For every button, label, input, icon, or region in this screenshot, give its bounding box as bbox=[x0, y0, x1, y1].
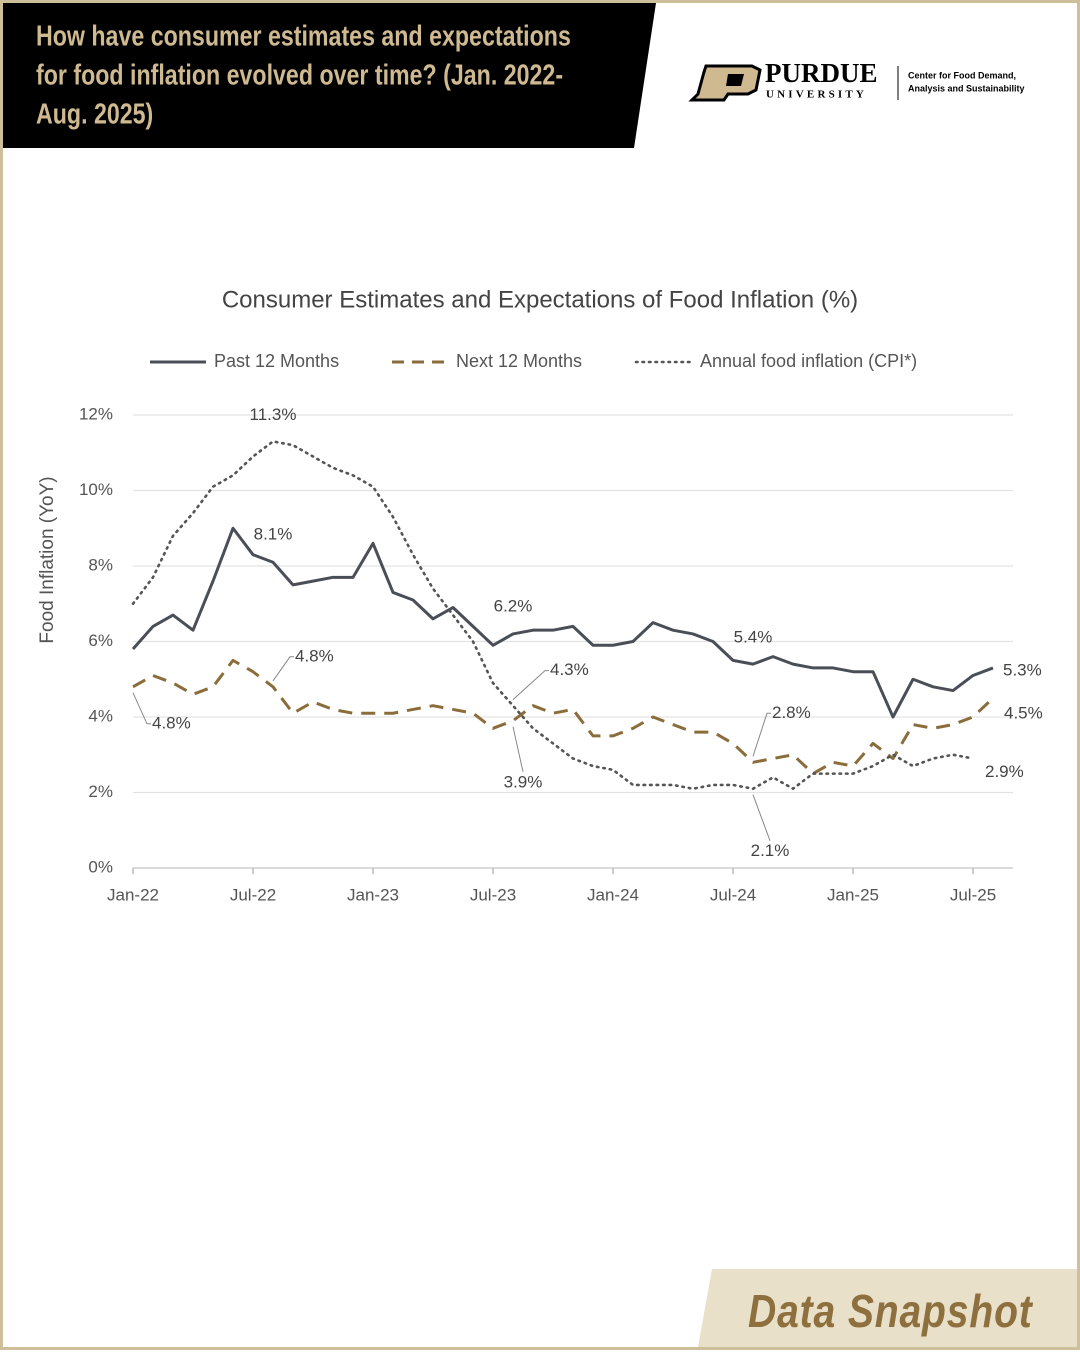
x-tick-label: Jul-25 bbox=[950, 885, 996, 904]
y-tick-label: 8% bbox=[88, 555, 113, 574]
x-tick-label: Jan-22 bbox=[107, 885, 159, 904]
data-label: 4.3% bbox=[550, 660, 589, 679]
data-label: 2.9% bbox=[985, 762, 1024, 781]
label-leader bbox=[752, 794, 771, 841]
label-leader bbox=[512, 726, 524, 772]
label-leader bbox=[272, 656, 294, 682]
x-tick-label: Jan-24 bbox=[587, 885, 639, 904]
logo-name: PURDUE bbox=[765, 58, 878, 88]
header-band bbox=[3, 3, 656, 148]
data-label: 4.8% bbox=[295, 646, 334, 665]
logo-center: Analysis and Sustainability bbox=[908, 83, 1025, 93]
footer-tag-group: Data Snapshot bbox=[748, 1286, 1033, 1338]
legend-label: Next 12 Months bbox=[456, 351, 582, 371]
data-label: 5.3% bbox=[1003, 660, 1042, 679]
data-label: 4.5% bbox=[1004, 704, 1043, 723]
footer-tab bbox=[698, 1269, 1077, 1347]
data-label: 6.2% bbox=[494, 596, 533, 615]
x-tick-label: Jul-24 bbox=[710, 885, 756, 904]
label-leader bbox=[752, 712, 771, 757]
y-tick-label: 4% bbox=[88, 706, 113, 725]
logo: PURDUE UNIVERSITY Center for Food Demand… bbox=[688, 58, 1025, 102]
header-title: How have consumer estimates and expectat… bbox=[36, 19, 571, 130]
x-tick-label: Jul-22 bbox=[230, 885, 276, 904]
y-tick-label: 10% bbox=[79, 480, 113, 499]
data-label: 8.1% bbox=[254, 525, 293, 544]
legend-label: Annual food inflation (CPI*) bbox=[700, 351, 917, 371]
logo-sub: UNIVERSITY bbox=[766, 89, 867, 101]
footer-tag: Data Snapshot bbox=[748, 1286, 1033, 1338]
title-line: for food inflation evolved over time? (J… bbox=[36, 58, 563, 91]
label-leader bbox=[512, 670, 549, 701]
x-tick-label: Jan-25 bbox=[827, 885, 879, 904]
data-label: 5.4% bbox=[734, 628, 773, 647]
title-line: Aug. 2025) bbox=[36, 97, 153, 130]
data-label: 3.9% bbox=[504, 772, 543, 791]
logo-mark-hole bbox=[726, 74, 744, 86]
series-line bbox=[131, 526, 994, 719]
y-tick-label: 2% bbox=[88, 782, 113, 801]
series-line bbox=[131, 440, 975, 791]
title-line: How have consumer estimates and expectat… bbox=[36, 19, 571, 52]
y-axis-label: Food Inflation (YoY) bbox=[37, 476, 58, 643]
chart-title: Consumer Estimates and Expectations of F… bbox=[222, 286, 858, 313]
data-label: 11.3% bbox=[250, 405, 297, 424]
y-tick-label: 0% bbox=[88, 857, 113, 876]
data-label: 4.8% bbox=[152, 713, 191, 732]
legend-label: Past 12 Months bbox=[214, 351, 339, 371]
y-tick-label: 6% bbox=[88, 631, 113, 650]
x-tick-label: Jul-23 bbox=[470, 885, 516, 904]
data-label: 2.8% bbox=[772, 703, 811, 722]
x-tick-label: Jan-23 bbox=[347, 885, 399, 904]
y-tick-label: 12% bbox=[79, 404, 113, 423]
series-line bbox=[132, 658, 995, 776]
logo-center: Center for Food Demand, bbox=[908, 70, 1016, 80]
data-label: 2.1% bbox=[751, 841, 790, 860]
label-leader bbox=[132, 692, 151, 725]
